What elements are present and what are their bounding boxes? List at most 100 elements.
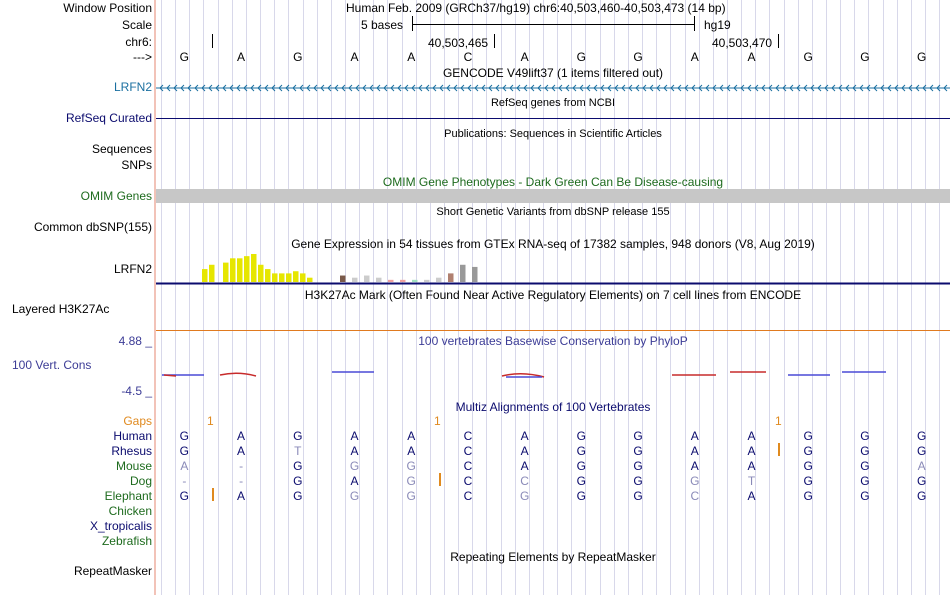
gtex-track-title: Gene Expression in 54 tissues from GTEx …	[291, 237, 815, 251]
gridline	[741, 0, 742, 595]
gridline	[246, 0, 247, 595]
aligned-base: A	[747, 459, 756, 473]
base-letter: G	[293, 50, 303, 64]
track-label-refseq-curated[interactable]: RefSeq Curated	[65, 111, 152, 125]
phylop-track-title: 100 vertebrates Basewise Conservation by…	[418, 334, 688, 348]
base-letter: A	[690, 50, 699, 64]
strand-chevron	[453, 84, 458, 92]
omim-gene-bar[interactable]	[156, 189, 950, 203]
strand-chevron	[334, 84, 339, 92]
strand-chevron	[747, 84, 752, 92]
publications-track-title: Publications: Sequences in Scientific Ar…	[444, 128, 662, 140]
track-label-layered-h3k27ac[interactable]: Layered H3K27Ac	[12, 302, 110, 316]
gridline	[317, 0, 318, 595]
strand-chevron	[936, 84, 941, 92]
gridline	[387, 0, 388, 595]
aligned-base: G	[690, 474, 700, 488]
phylop-values	[162, 371, 886, 378]
aligned-base: A	[237, 444, 246, 458]
aligned-base: G	[916, 444, 927, 458]
track-label-common-dbsnp[interactable]: Common dbSNP(155)	[33, 220, 152, 234]
species-label-mouse[interactable]: Mouse	[115, 459, 152, 473]
strand-chevron	[474, 84, 479, 92]
strand-chevron	[292, 84, 297, 92]
base-letter: G	[803, 50, 813, 64]
gtex-bar	[202, 269, 208, 282]
strand-chevron	[404, 84, 409, 92]
aligned-base: G	[576, 459, 587, 473]
aligned-base: A	[520, 444, 529, 458]
species-label-x-tropicalis[interactable]: X_tropicalis	[89, 519, 152, 533]
species-label-rhesus[interactable]: Rhesus	[111, 444, 152, 458]
track-label-lrfn2-gtex[interactable]: LRFN2	[113, 262, 152, 276]
gridline	[359, 0, 360, 595]
aligned-base: G	[803, 459, 813, 473]
gtex-bar	[272, 273, 278, 282]
track-label-gaps[interactable]: Gaps	[123, 414, 152, 428]
species-label-human[interactable]: Human	[113, 429, 152, 443]
gridline	[175, 0, 176, 595]
strand-chevron	[222, 84, 227, 92]
aligned-base: G	[916, 474, 927, 488]
strand-chevron	[257, 84, 262, 92]
aligned-base: G	[406, 489, 416, 503]
aligned-base: T	[294, 444, 302, 458]
aligned-base: A	[917, 459, 926, 473]
species-label-chicken[interactable]: Chicken	[108, 504, 152, 518]
aligned-base: A	[690, 444, 699, 458]
gridline	[727, 0, 728, 595]
track-label-snps[interactable]: SNPs	[121, 158, 152, 172]
species-label-elephant[interactable]: Elephant	[104, 489, 152, 503]
gtex-bar	[286, 273, 292, 282]
strand-chevron	[579, 84, 584, 92]
gtex-bar	[340, 275, 346, 282]
gtex-bar	[223, 262, 229, 282]
track-label-omim-genes[interactable]: OMIM Genes	[80, 189, 152, 203]
gridline	[288, 0, 289, 595]
gridline	[925, 0, 926, 595]
species-label-dog[interactable]: Dog	[129, 474, 152, 488]
strand-chevron	[383, 84, 388, 92]
gridline	[840, 0, 841, 595]
aligned-base: G	[179, 444, 190, 458]
track-label-repeatmasker[interactable]: RepeatMasker	[73, 564, 152, 578]
strand-chevron	[656, 84, 661, 92]
aligned-base: G	[860, 444, 870, 458]
strand-chevron	[173, 84, 178, 92]
aligned-base: A	[407, 444, 416, 458]
strand-chevron	[677, 84, 682, 92]
aligned-base: G	[803, 489, 813, 503]
base-letter: A	[350, 50, 359, 64]
strand-chevron	[859, 84, 864, 92]
species-label-zebrafish[interactable]: Zebrafish	[101, 534, 152, 548]
window-position-label: Window Position	[63, 1, 152, 15]
phylop-conservation-plot[interactable]	[156, 366, 950, 382]
track-label-100-vert-cons[interactable]: 100 Vert. Cons	[12, 358, 92, 372]
dbsnp-track-title: Short Genetic Variants from dbSNP releas…	[436, 206, 670, 218]
lrfn2-gene-line[interactable]	[156, 81, 950, 95]
aligned-base: G	[916, 429, 927, 443]
strand-chevron	[278, 84, 283, 92]
aligned-base: C	[520, 474, 529, 488]
base-gridlines	[156, 0, 950, 595]
gridline	[755, 0, 756, 595]
strand-chevron	[537, 84, 542, 92]
strand-chevron	[523, 84, 528, 92]
strand-chevron	[369, 84, 374, 92]
strand-chevron	[551, 84, 556, 92]
strand-chevron	[460, 84, 465, 92]
track-label-sequences[interactable]: Sequences	[91, 142, 152, 156]
refseq-gene-line[interactable]	[156, 118, 950, 119]
strand-chevron	[621, 84, 626, 92]
strand-chevron	[628, 84, 633, 92]
gridline	[670, 0, 671, 595]
track-label-lrfn2-gencode[interactable]: LRFN2	[113, 80, 152, 94]
aligned-base: G	[406, 474, 416, 488]
aligned-base: A	[690, 429, 699, 443]
aligned-base: G	[633, 444, 643, 458]
gtex-expression-chart[interactable]	[156, 252, 950, 286]
track-data-area[interactable]: Human Feb. 2009 (GRCh37/hg19) chr6:40,50…	[156, 0, 950, 595]
strand-chevron	[915, 84, 920, 92]
gridline	[557, 0, 558, 595]
base-letter: G	[916, 50, 927, 64]
